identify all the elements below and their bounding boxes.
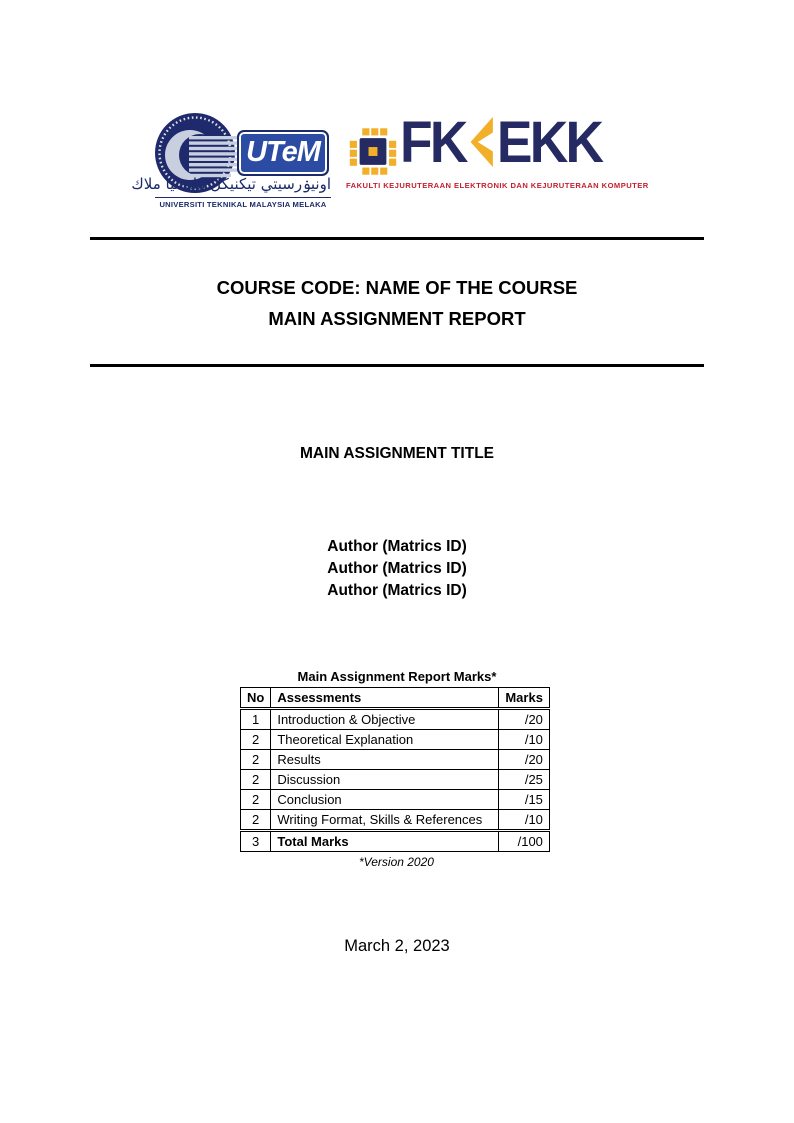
table-row: 2 Results/20: [239, 749, 550, 770]
cell-marks: /10: [498, 729, 550, 750]
cell-no: 2: [239, 769, 272, 790]
marks-table-body: 1 Introduction & Objective/20 2 Theoretical…: [239, 708, 550, 852]
author-line: Author (Matrics ID): [327, 538, 467, 555]
cell-assessment: Writing Format, Skills & References: [270, 809, 500, 830]
table-row: 2 Writing Format, Skills & References/10: [239, 809, 550, 830]
cell-assessment: Discussion: [270, 769, 500, 790]
cell-no: 2: [239, 809, 272, 830]
utem-wordmark: UTeM: [237, 130, 329, 176]
cell-marks: /100: [498, 831, 550, 852]
logo-header: UTeM اونيۏرسيتي تيكنيكل مليسيا ملاك UNIV…: [0, 110, 794, 214]
cell-no: 3: [239, 831, 272, 852]
fkekk-logo: FK EKK FAKULTI KEJURUTERAAN ELEKTRONIK D…: [346, 110, 649, 214]
cell-assessment: Results: [270, 749, 500, 770]
cell-marks: /10: [498, 809, 550, 830]
table-row: 2 Theoretical Explanation/10: [239, 729, 550, 750]
horizontal-rule-top: [90, 237, 704, 240]
cell-assessment: Conclusion: [270, 789, 500, 810]
cell-marks: /20: [498, 709, 550, 730]
utem-logo: UTeM اونيۏرسيتي تيكنيكل مليسيا ملاك UNIV…: [131, 112, 331, 214]
fkekk-letters-left: FK: [400, 109, 468, 175]
cell-marks: /25: [498, 769, 550, 790]
document-title: COURSE CODE: NAME OF THE COURSE MAIN ASS…: [0, 272, 794, 334]
table-row: 2 Discussion/25: [239, 769, 550, 790]
cell-assessment: Introduction & Objective: [270, 709, 500, 730]
report-type-line: MAIN ASSIGNMENT REPORT: [268, 308, 526, 329]
course-code-line: COURSE CODE: NAME OF THE COURSE: [216, 277, 578, 298]
cell-no: 2: [239, 729, 272, 750]
document-date: March 2, 2023: [344, 937, 450, 955]
utem-acronym: UTeM: [246, 135, 321, 168]
assignment-title: MAIN ASSIGNMENT TITLE: [299, 445, 495, 462]
column-header-marks: Marks: [498, 687, 550, 708]
cell-no: 2: [239, 749, 272, 770]
table-row: 2 Conclusion/15: [239, 789, 550, 810]
cell-no: 2: [239, 789, 272, 810]
table-row: 1 Introduction & Objective/20: [239, 709, 550, 730]
chip-icon: [349, 128, 397, 175]
cell-marks: /15: [498, 789, 550, 810]
author-line: Author (Matrics ID): [327, 582, 467, 599]
table-caption: Main Assignment Report Marks*: [297, 669, 497, 684]
utem-university-name: UNIVERSITI TEKNIKAL MALAYSIA MELAKA: [155, 197, 331, 209]
fkekk-faculty-name: FAKULTI KEJURUTERAAN ELEKTRONIK DAN KEJU…: [346, 181, 649, 190]
author-list: Author (Matrics ID) Author (Matrics ID) Au…: [0, 536, 794, 602]
table-footnote: *Version 2020: [359, 855, 434, 869]
cell-assessment: Total Marks: [270, 831, 500, 852]
marks-table: No Assessments Marks 1 Introduction & Obj…: [239, 687, 550, 852]
table-total-row: 3 Total Marks/100: [239, 831, 550, 852]
cell-no: 1: [239, 709, 272, 730]
cell-marks: /20: [498, 749, 550, 770]
author-line: Author (Matrics ID): [327, 560, 467, 577]
horizontal-rule-bottom: [90, 364, 704, 367]
column-header-no: No: [239, 687, 272, 708]
fkekk-arrow-glyph: [470, 116, 494, 168]
fkekk-letters-right: EKK: [496, 109, 604, 175]
column-header-assessments: Assessments: [270, 687, 500, 708]
marks-table-head: No Assessments Marks: [239, 687, 550, 708]
table-header-row: No Assessments Marks: [239, 687, 550, 708]
utem-jawi-script: اونيۏرسيتي تيكنيكل مليسيا ملاك: [131, 175, 331, 193]
utem-emblem-icon: [155, 113, 246, 193]
fkekk-wordmark: FK EKK: [400, 108, 604, 176]
cell-assessment: Theoretical Explanation: [270, 729, 500, 750]
